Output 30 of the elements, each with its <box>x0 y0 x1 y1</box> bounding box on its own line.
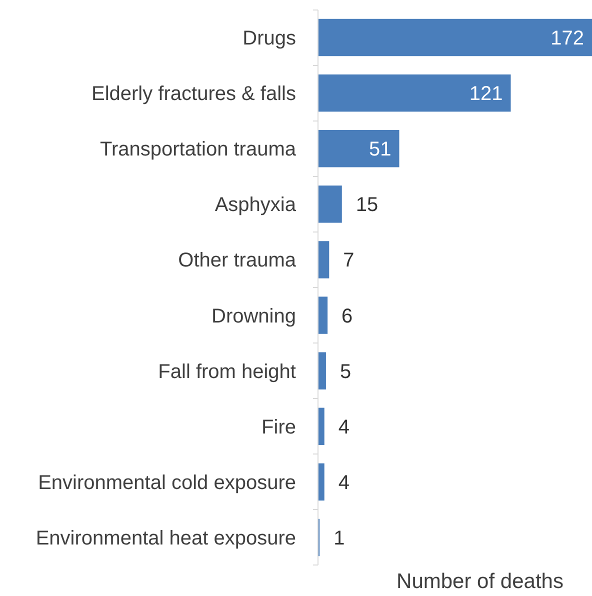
y-tick-label: Asphyxia <box>214 194 297 216</box>
y-tick-label: Environmental cold exposure <box>38 472 296 494</box>
bar <box>318 408 324 445</box>
data-label: 7 <box>343 250 354 272</box>
y-tick-label: Fire <box>262 416 296 438</box>
data-label: 6 <box>342 305 353 328</box>
bar <box>318 241 330 278</box>
y-tick-label: Transportation trauma <box>100 138 297 161</box>
bar <box>318 74 511 112</box>
y-tick-label: Elderly fractures & falls <box>91 83 296 106</box>
data-label: 172 <box>550 28 584 50</box>
bar <box>318 296 328 334</box>
bar <box>318 130 400 168</box>
bar <box>318 186 342 223</box>
data-label: 1 <box>334 528 345 550</box>
data-label: 4 <box>338 416 350 438</box>
data-label: 121 <box>469 83 503 106</box>
bar <box>318 463 324 501</box>
y-tick-label: Fall from height <box>158 360 296 383</box>
x-axis-title: Number of deaths <box>396 570 564 593</box>
y-tick-label: Drugs <box>242 28 296 50</box>
y-tick-label: Environmental heat exposure <box>36 528 296 550</box>
data-label: 51 <box>368 138 392 161</box>
bar <box>318 352 326 390</box>
y-tick-label: Other trauma <box>178 250 297 272</box>
data-label: 5 <box>340 360 352 383</box>
data-label: 15 <box>356 194 378 216</box>
bar <box>318 18 592 56</box>
data-label: 4 <box>338 472 350 494</box>
y-tick-label: Drowning <box>212 305 296 328</box>
